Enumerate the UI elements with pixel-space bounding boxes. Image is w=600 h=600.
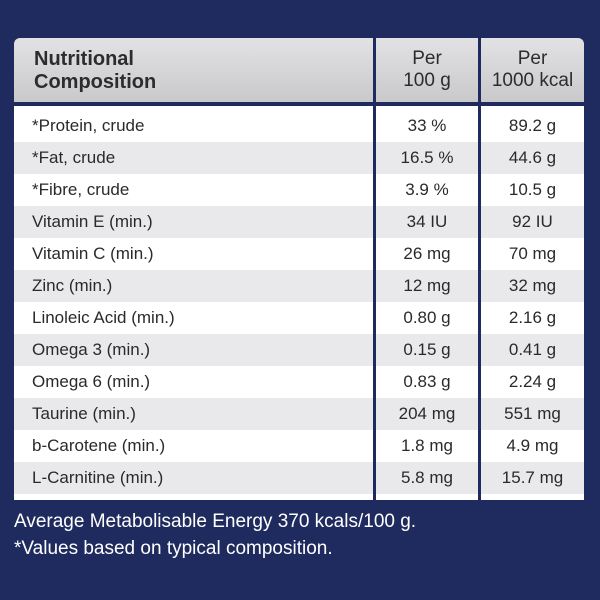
per-100g-value: 16.5 %	[376, 142, 478, 174]
header-per-100g-column: Per 100 g	[376, 38, 478, 102]
per-1000kcal-value: 10.5 g	[508, 180, 557, 199]
per-1000kcal-value: 44.6 g	[481, 142, 584, 174]
header-nutrient-column: Nutritional Composition	[14, 38, 373, 102]
per-1000kcal-value: 0.41 g	[481, 334, 584, 366]
per-1000kcal-value: 92 IU	[481, 206, 584, 238]
table-row: Vitamin E (min.)	[14, 206, 373, 238]
per-1000kcal-value: 15.7 mg	[481, 462, 584, 494]
per-100g-value: 1.8 mg	[401, 436, 453, 455]
table-row: *Protein, crude	[14, 110, 373, 142]
header-per-1000kcal-column: Per 1000 kcal	[481, 38, 584, 102]
table-row: Omega 6 (min.)	[14, 366, 373, 398]
table-row: Omega 3 (min.)	[14, 334, 373, 366]
per-1000kcal-value: 70 mg	[508, 244, 557, 263]
energy-footnote: Average Metabolisable Energy 370 kcals/1…	[14, 511, 417, 532]
nutrient-name: *Fibre, crude	[32, 180, 130, 199]
per-100g-value: 0.80 g	[403, 308, 451, 327]
table-row: Taurine (min.)	[14, 398, 373, 430]
per-100g-value: 26 mg	[403, 244, 451, 263]
per-1000kcal-column: 89.2 g 44.6 g 10.5 g 92 IU 70 mg 32 mg 2.16 g 0…	[481, 106, 584, 500]
typical-values-footnote: *Values based on typical composition.	[14, 538, 333, 559]
nutrient-name: *Fat, crude	[32, 148, 116, 167]
per-1000kcal-value: 2.16 g	[508, 308, 557, 327]
nutrient-name-column: *Protein, crude *Fat, crude *Fibre, crude V…	[14, 106, 373, 500]
per-1000kcal-value: 551 mg	[481, 398, 584, 430]
per-100g-value: 34 IU	[376, 206, 478, 238]
per-1000kcal-value: 32 mg	[481, 270, 584, 302]
per-100g-value: 0.15 g	[376, 334, 478, 366]
per-100g-value: 204 mg	[376, 398, 478, 430]
header-nutrient-label: Nutritional Composition	[34, 48, 157, 93]
table-row: L-Carnitine (min.)	[14, 462, 373, 494]
table-row: Zinc (min.)	[14, 270, 373, 302]
nutrient-name: Vitamin E (min.)	[32, 212, 153, 231]
per-100g-value: 33 %	[407, 116, 447, 135]
per-100g-column: 33 % 16.5 % 3.9 % 34 IU 26 mg 12 mg 0.80 g 0.15…	[376, 106, 478, 500]
table-row: Vitamin C (min.)	[14, 238, 373, 270]
table-row: Linoleic Acid (min.)	[14, 302, 373, 334]
nutrient-name: Taurine (min.)	[32, 404, 136, 423]
table-row: *Fat, crude	[14, 142, 373, 174]
nutrient-name: Linoleic Acid (min.)	[32, 308, 175, 327]
nutrient-name: Omega 3 (min.)	[32, 340, 151, 359]
nutrient-name: Zinc (min.)	[32, 276, 113, 295]
per-100g-value: 3.9 %	[405, 180, 449, 199]
per-1000kcal-value: 4.9 mg	[506, 436, 559, 455]
per-100g-value: 12 mg	[376, 270, 478, 302]
table-row: b-Carotene (min.)	[14, 430, 373, 462]
header-per-1000kcal-label: Per 1000 kcal	[491, 48, 574, 91]
nutrient-name: L-Carnitine (min.)	[32, 468, 164, 487]
nutrient-name: Vitamin C (min.)	[32, 244, 154, 263]
per-100g-value: 5.8 mg	[376, 462, 478, 494]
nutrient-name: b-Carotene (min.)	[32, 436, 166, 455]
per-1000kcal-value: 89.2 g	[508, 116, 557, 135]
header-per-100g-label: Per 100 g	[403, 48, 451, 91]
table-row: *Fibre, crude	[14, 174, 373, 206]
per-1000kcal-value: 2.24 g	[508, 372, 557, 391]
per-100g-value: 0.83 g	[403, 372, 451, 391]
nutrient-name: Omega 6 (min.)	[32, 372, 151, 391]
nutrient-name: *Protein, crude	[32, 116, 145, 135]
